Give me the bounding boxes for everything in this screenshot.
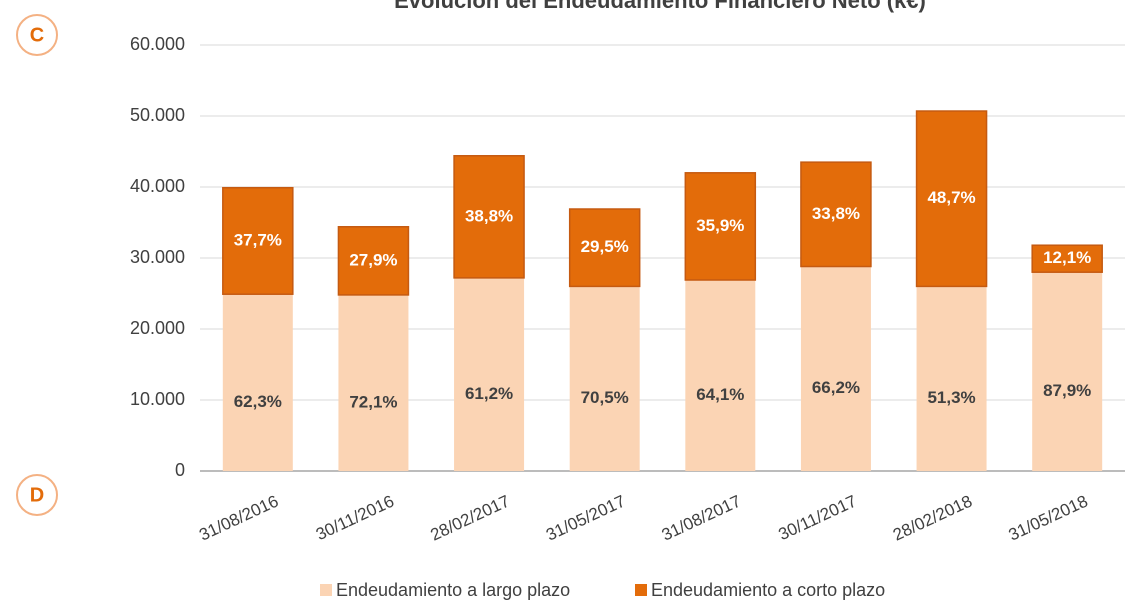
legend-label: Endeudamiento a corto plazo [651,580,885,600]
badge: C [30,24,44,46]
x-tick-label: 31/05/2017 [543,491,628,544]
bar-segment [1032,272,1103,471]
data-label: 33,8% [812,204,860,223]
data-label: 48,7% [927,188,975,207]
data-label: 70,5% [581,388,629,407]
bar-segment [916,286,987,471]
x-tick-label: 28/02/2018 [890,491,975,544]
bar-segment [915,110,988,288]
y-tick-label: 20.000 [130,318,185,338]
data-label: 38,8% [465,206,513,225]
data-label: 64,1% [696,385,744,404]
badge: D [30,484,44,506]
data-label: 62,3% [234,392,282,411]
chart-title: Evolución del Endeudamiento Financiero N… [394,0,926,13]
y-tick-label: 30.000 [130,247,185,267]
x-tick-label: 31/08/2016 [196,491,281,544]
x-tick-label: 28/02/2017 [427,491,512,544]
data-label: 35,9% [696,216,744,235]
data-label: 51,3% [927,388,975,407]
badge-circle [16,14,58,56]
legend-swatch [635,584,647,596]
bar-segment [1031,244,1103,273]
y-tick-label: 50.000 [130,105,185,125]
data-label: 72,1% [349,392,397,411]
bar-segment [337,226,410,296]
y-tick-label: 0 [175,460,185,480]
legend-swatch [320,584,332,596]
y-tick-label: 10.000 [130,389,185,409]
y-tick-label: 40.000 [130,176,185,196]
x-tick-label: 30/11/2017 [776,491,860,544]
bar-segment [684,172,757,281]
bar-segment [569,286,640,471]
bar-segment [454,277,525,471]
data-label: 27,9% [349,250,397,269]
bar-segment [800,266,871,471]
data-label: 61,2% [465,384,513,403]
x-tick-label: 30/11/2016 [313,491,397,544]
data-label: 87,9% [1043,381,1091,400]
bar-segment [453,155,525,279]
badge-circle [16,474,58,516]
bar-segment [685,280,756,471]
x-tick-label: 31/05/2018 [1006,491,1091,544]
data-label: 29,5% [581,237,629,256]
data-label: 37,7% [234,230,282,249]
data-label: 66,2% [812,378,860,397]
bar-segment [568,208,641,288]
y-tick-label: 60.000 [130,34,185,54]
legend-label: Endeudamiento a largo plazo [336,580,570,600]
bar-segment [800,161,872,268]
x-tick-label: 31/08/2017 [659,491,744,544]
bar-segment [338,294,409,471]
data-label: 12,1% [1043,248,1091,267]
bar-segment [222,294,293,471]
bar-segment [222,186,294,295]
